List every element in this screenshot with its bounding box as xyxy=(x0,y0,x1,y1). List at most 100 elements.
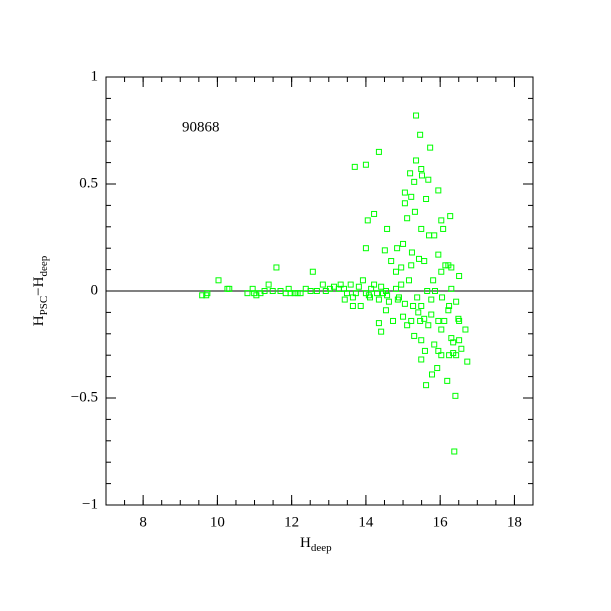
data-point xyxy=(394,245,401,252)
data-point xyxy=(458,345,465,352)
data-point xyxy=(378,283,385,290)
data-point xyxy=(400,240,407,247)
data-point xyxy=(408,193,415,200)
data-point xyxy=(418,337,425,344)
data-point xyxy=(426,232,433,239)
data-point xyxy=(416,255,423,262)
data-point xyxy=(462,326,469,333)
data-point xyxy=(455,315,462,322)
data-point xyxy=(375,296,382,303)
data-point xyxy=(362,245,369,252)
data-point xyxy=(418,166,425,173)
data-point xyxy=(287,290,294,297)
data-point xyxy=(285,285,292,292)
data-point xyxy=(418,172,425,179)
data-point xyxy=(398,264,405,271)
data-point xyxy=(384,292,391,299)
data-point xyxy=(423,195,430,202)
data-point xyxy=(371,210,378,217)
y-tick-label: 0.5 xyxy=(79,175,98,191)
data-point xyxy=(357,302,364,309)
data-point xyxy=(453,298,460,305)
data-point xyxy=(418,302,425,309)
data-point xyxy=(273,264,280,271)
x-label-part: H xyxy=(300,535,311,551)
data-point xyxy=(413,112,420,119)
data-point xyxy=(451,448,458,455)
data-point xyxy=(417,131,424,138)
data-point xyxy=(203,292,210,299)
x-tick-label: 10 xyxy=(210,514,225,530)
data-point xyxy=(352,290,359,297)
data-point xyxy=(309,268,316,275)
data-point xyxy=(418,225,425,232)
data-point xyxy=(438,352,445,359)
data-point xyxy=(456,337,463,344)
data-point xyxy=(366,294,373,301)
data-point xyxy=(347,281,354,288)
data-point xyxy=(438,217,445,224)
data-point xyxy=(421,258,428,265)
x-tick-label: 8 xyxy=(139,514,147,530)
data-point xyxy=(359,277,366,284)
data-point xyxy=(447,213,454,220)
data-point xyxy=(384,225,391,232)
y-tick-label: −0.5 xyxy=(71,389,98,405)
data-point xyxy=(421,315,428,322)
data-point xyxy=(392,285,399,292)
data-point xyxy=(392,268,399,275)
x-tick-label: 16 xyxy=(433,514,449,530)
data-point xyxy=(450,339,457,346)
data-point xyxy=(398,281,405,288)
data-point xyxy=(435,251,442,258)
data-point xyxy=(313,288,320,294)
data-point xyxy=(385,298,392,305)
data-point xyxy=(445,262,452,269)
data-point xyxy=(456,273,463,280)
data-point xyxy=(431,232,438,239)
data-point xyxy=(404,215,411,222)
data-point xyxy=(297,290,304,297)
data-point xyxy=(413,157,420,164)
data-point xyxy=(464,358,471,365)
data-point xyxy=(438,268,445,275)
x-axis-label: Hdeep xyxy=(300,535,332,553)
y-tick-label: 1 xyxy=(91,68,99,84)
data-point xyxy=(441,317,448,324)
data-point xyxy=(408,317,415,324)
y-axis-label: HPSC−Hdeep xyxy=(31,255,49,326)
data-point xyxy=(448,285,455,292)
y-tick-label: 0 xyxy=(91,282,99,298)
x-tick-label: 18 xyxy=(507,514,522,530)
data-point xyxy=(410,302,417,309)
data-point xyxy=(438,326,445,333)
data-point xyxy=(405,277,412,284)
data-point xyxy=(415,309,422,316)
data-point xyxy=(430,277,437,284)
y-label-part: H xyxy=(31,315,47,326)
data-point xyxy=(418,356,425,363)
data-point xyxy=(425,322,432,329)
data-point xyxy=(445,307,452,314)
data-point xyxy=(423,382,430,389)
data-point xyxy=(362,161,369,168)
data-point xyxy=(450,350,457,357)
data-point xyxy=(265,281,272,288)
data-point xyxy=(428,311,435,318)
x-tick-label: 14 xyxy=(358,514,374,530)
data-point xyxy=(375,320,382,327)
y-tick-label: −1 xyxy=(82,496,98,512)
data-point xyxy=(400,313,407,320)
data-point xyxy=(319,281,326,288)
data-point xyxy=(429,371,436,378)
data-point xyxy=(452,392,459,399)
y-label-sub: deep xyxy=(38,255,50,276)
data-point xyxy=(390,317,397,324)
data-point xyxy=(355,283,362,290)
data-point xyxy=(439,294,446,301)
data-point xyxy=(414,294,421,301)
data-point xyxy=(407,170,414,177)
data-point xyxy=(343,290,350,297)
data-point xyxy=(382,307,389,314)
